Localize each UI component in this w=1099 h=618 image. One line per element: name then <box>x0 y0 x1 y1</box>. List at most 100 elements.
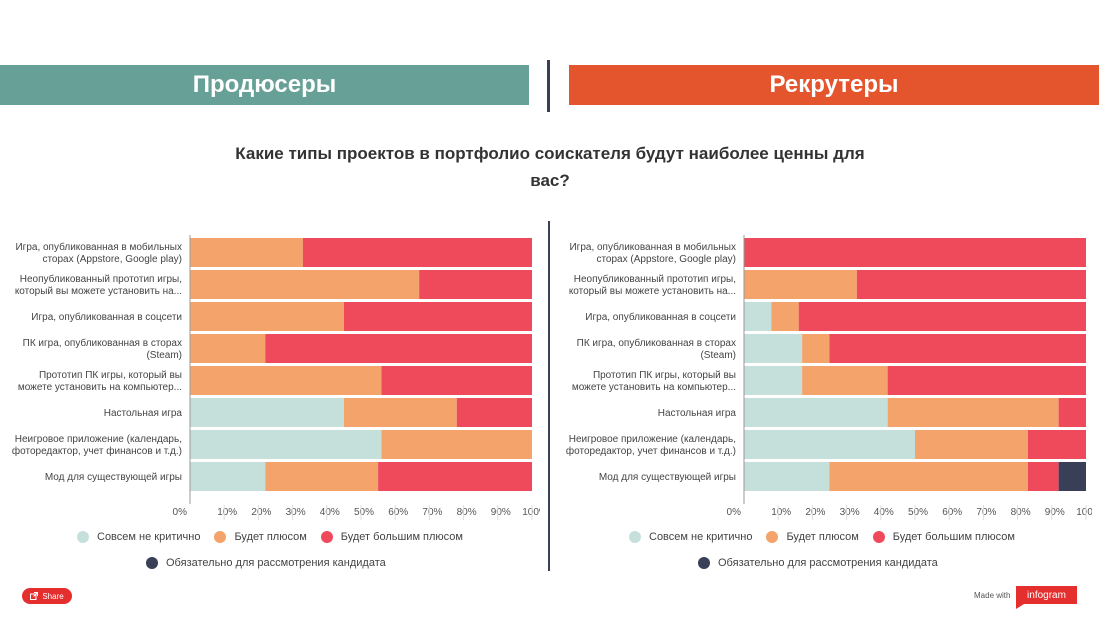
bar-segment-big-plus[interactable] <box>265 334 532 363</box>
bar-segment-not-critical[interactable] <box>744 366 803 395</box>
bar-segment-big-plus[interactable] <box>378 462 532 491</box>
bar-segment-not-critical[interactable] <box>744 462 830 491</box>
x-tick-label: 20% <box>251 507 271 518</box>
legend-big-plus[interactable]: Будет большим плюсом <box>320 531 463 543</box>
legend-plus[interactable]: Будет плюсом <box>214 531 307 543</box>
legend-big-plus[interactable]: Будет большим плюсом <box>872 531 1015 543</box>
category-label: Неопубликованный прототип игры, который в… <box>15 273 182 297</box>
x-tick-label: 0% <box>727 507 742 518</box>
bar-segment-big-plus[interactable] <box>381 366 532 395</box>
bar-segment-plus[interactable] <box>190 366 382 395</box>
category-label: Неигровое приложение (календарь, фотореда… <box>12 434 182 457</box>
category-label: Игра, опубликованная в соцсети <box>585 311 736 323</box>
bar-segment-big-plus[interactable] <box>887 366 1086 395</box>
category-label: Настольная игра <box>658 408 737 419</box>
x-tick-label: 40% <box>874 507 894 518</box>
legend-not-critical[interactable]: Совсем не критично <box>77 531 200 543</box>
category-label: Настольная игра <box>104 408 183 419</box>
bar-segment-big-plus[interactable] <box>302 238 532 267</box>
bar-segment-big-plus[interactable] <box>798 302 1086 331</box>
legend-required[interactable]: Обязательно для рассмотрения кандидата <box>146 557 386 569</box>
producers-banner: Продюсеры <box>0 65 529 105</box>
bar-segment-big-plus[interactable] <box>744 238 1086 267</box>
legend-label: Будет большим плюсом <box>340 531 463 543</box>
x-tick-label: 50% <box>908 507 928 518</box>
bar-segment-plus[interactable] <box>802 366 888 395</box>
bar-segment-plus[interactable] <box>190 302 344 331</box>
legend-dot-big-plus <box>320 531 333 543</box>
legend-dot-required <box>146 557 158 569</box>
legend-label: Обязательно для рассмотрения кандидата <box>166 557 386 569</box>
bar-segment-plus[interactable] <box>915 430 1028 459</box>
x-tick-label: 80% <box>457 507 477 518</box>
x-tick-label: 0% <box>173 507 188 518</box>
bar-segment-big-plus[interactable] <box>1058 398 1086 427</box>
bar-segment-big-plus[interactable] <box>829 334 1087 363</box>
bar-segment-not-critical[interactable] <box>190 462 266 491</box>
x-tick-label: 90% <box>1045 507 1065 518</box>
bar-segment-plus[interactable] <box>829 462 1028 491</box>
category-label: Прототип ПК игры, который вы можете устан… <box>18 370 182 393</box>
x-tick-label: 20% <box>805 507 825 518</box>
bar-segment-big-plus[interactable] <box>343 302 532 331</box>
legend-dot-plus <box>766 531 779 543</box>
producers-title: Продюсеры <box>192 71 337 98</box>
category-label: Игра, опубликованная в мобильных сторах (… <box>569 241 736 265</box>
share-icon <box>30 592 39 600</box>
x-tick-label: 90% <box>491 507 511 518</box>
bar-segment-big-plus[interactable] <box>419 270 532 299</box>
x-tick-label: 50% <box>354 507 374 518</box>
infogram-logo[interactable]: infogram <box>1016 586 1077 604</box>
bar-segment-big-plus[interactable] <box>1027 430 1086 459</box>
legend-label: Будет плюсом <box>234 531 307 543</box>
bar-segment-big-plus[interactable] <box>456 398 532 427</box>
bar-segment-required[interactable] <box>1058 462 1086 491</box>
recruiters-title: Рекрутеры <box>769 71 899 98</box>
bar-segment-not-critical[interactable] <box>744 430 915 459</box>
question-title: Какие типы проектов в портфолио соискате… <box>235 144 865 190</box>
category-label: Неопубликованный прототип игры, который в… <box>569 273 736 297</box>
legend-label: Совсем не критично <box>97 531 201 543</box>
bar-segment-plus[interactable] <box>265 462 379 491</box>
bar-segment-not-critical[interactable] <box>744 398 888 427</box>
category-label: Мод для существующей игры <box>45 472 182 483</box>
bar-segment-not-critical[interactable] <box>190 398 344 427</box>
x-tick-label: 60% <box>942 507 962 518</box>
bar-segment-plus[interactable] <box>343 398 457 427</box>
producers-chart: Игра, опубликованная в мобильных сторах (… <box>12 235 540 520</box>
legend-not-critical[interactable]: Совсем не критично <box>629 531 752 543</box>
legend-required[interactable]: Обязательно для рассмотрения кандидата <box>698 557 938 569</box>
recruiters-chart: Игра, опубликованная в мобильных сторах (… <box>566 235 1092 520</box>
legend-label: Будет плюсом <box>786 531 859 543</box>
category-label: Мод для существующей игры <box>599 472 736 483</box>
bar-segment-plus[interactable] <box>381 430 532 459</box>
bar-segment-plus[interactable] <box>190 334 266 363</box>
x-tick-label: 100% <box>1076 507 1092 518</box>
bar-segment-not-critical[interactable] <box>744 302 772 331</box>
bar-segment-plus[interactable] <box>887 398 1059 427</box>
legend-label: Совсем не критично <box>649 531 753 543</box>
category-label: Неигровое приложение (календарь, фотореда… <box>566 434 736 457</box>
legend-dot-big-plus <box>872 531 885 543</box>
bar-segment-big-plus[interactable] <box>856 270 1086 299</box>
x-tick-label: 30% <box>840 507 860 518</box>
charts-divider <box>548 221 550 571</box>
bar-segment-plus[interactable] <box>744 270 857 299</box>
bar-segment-plus[interactable] <box>190 238 303 267</box>
made-with-text: Made with <box>974 591 1011 600</box>
x-tick-label: 60% <box>388 507 408 518</box>
bar-segment-plus[interactable] <box>771 302 799 331</box>
bar-segment-big-plus[interactable] <box>1027 462 1059 491</box>
bar-segment-not-critical[interactable] <box>744 334 803 363</box>
legend-plus[interactable]: Будет плюсом <box>766 531 859 543</box>
share-button[interactable]: Share <box>22 588 72 604</box>
x-tick-label: 30% <box>286 507 306 518</box>
banner-divider <box>547 60 550 112</box>
bar-segment-plus[interactable] <box>802 334 830 363</box>
bar-segment-plus[interactable] <box>190 270 420 299</box>
infogram-label: infogram <box>1027 589 1066 601</box>
category-label: ПК игра, опубликованная в сторах (Steam) <box>577 337 736 361</box>
legend-dot-plus <box>214 531 227 543</box>
x-tick-label: 70% <box>422 507 442 518</box>
bar-segment-not-critical[interactable] <box>190 430 382 459</box>
